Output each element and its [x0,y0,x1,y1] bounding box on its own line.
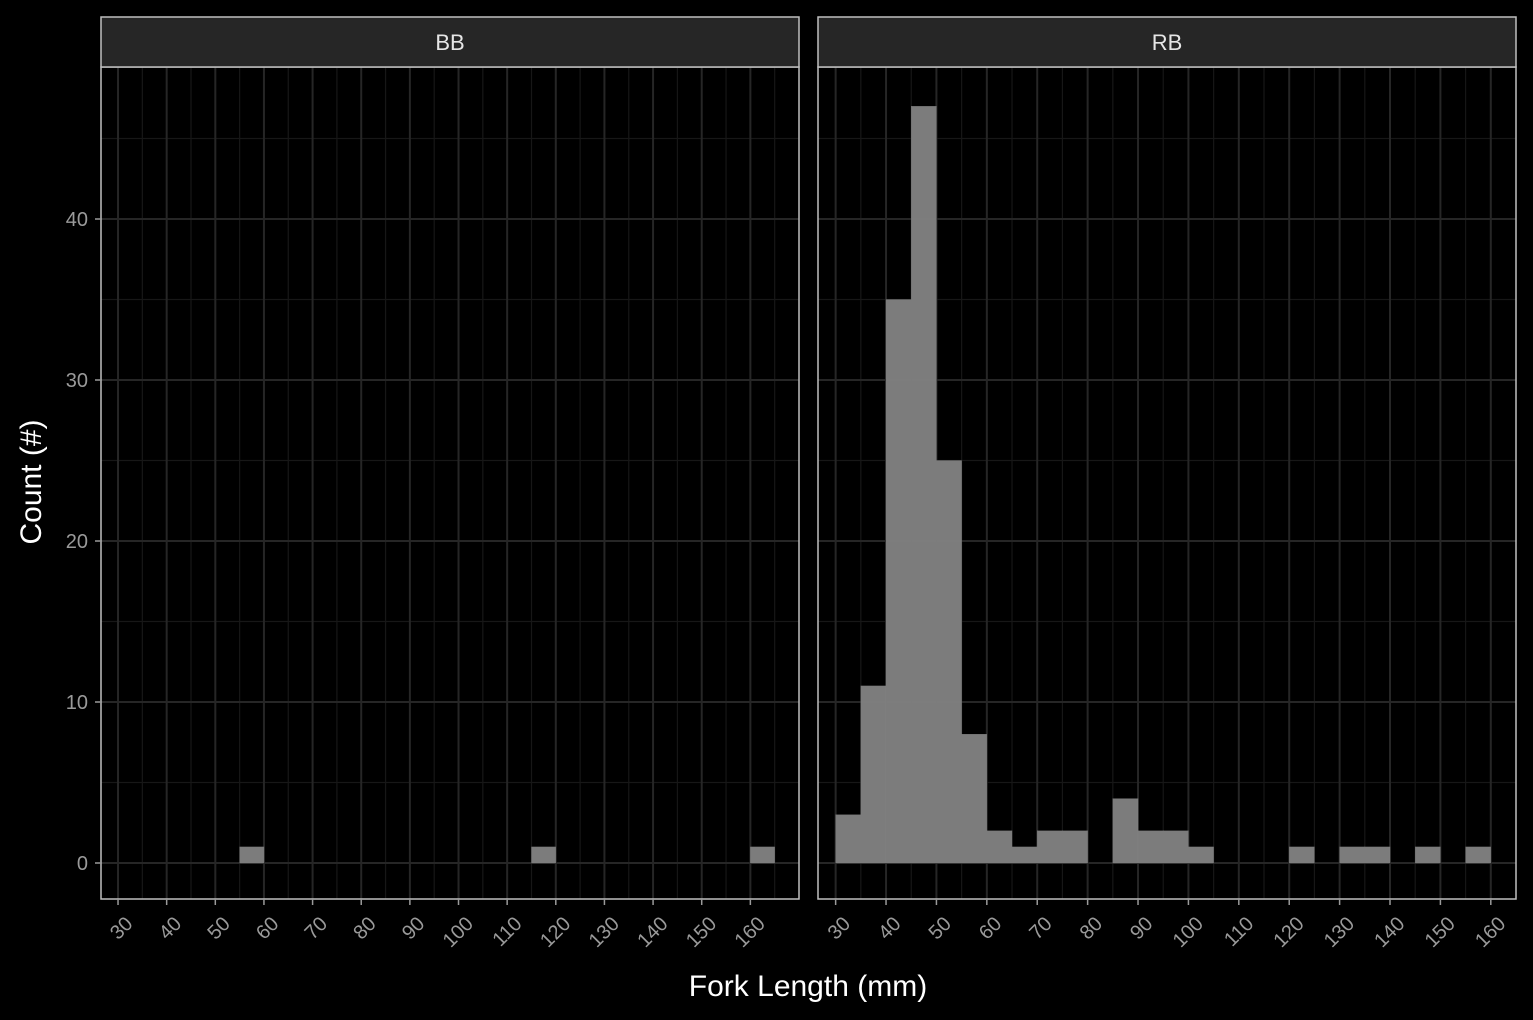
y-tick-label: 30 [66,370,88,392]
histogram-bar [1289,846,1315,864]
histogram-bar [531,846,556,864]
histogram-bar [936,460,962,864]
histogram-bar [1415,846,1441,864]
facet-strip [817,16,1517,68]
y-tick-label: 20 [66,531,88,553]
histogram-bar [911,106,937,864]
histogram-bar [1163,830,1189,864]
y-axis-title: Count (#) [15,419,48,544]
histogram-bar [1037,830,1063,864]
histogram-bar [1188,846,1214,864]
x-axis-title: Fork Length (mm) [689,970,927,1003]
histogram-bar [1112,798,1139,864]
histogram-bar [986,830,1013,864]
histogram-bar [750,846,775,864]
histogram-bar [1011,846,1038,864]
histogram-bar [1465,846,1491,864]
facet-strip [100,16,800,68]
y-axis: 0 10 20 30 40 [66,209,101,875]
y-tick-label: 0 [77,853,88,875]
histogram-bar [1339,846,1365,864]
facet-strip-label: RB [1152,30,1183,55]
panel-background [101,67,799,899]
y-tick-label: 40 [66,209,88,231]
facet-strip-label: BB [435,30,464,55]
histogram-bar [885,299,912,864]
histogram-bar [1062,830,1088,864]
histogram-bar [961,734,987,864]
histogram-bar [1137,830,1164,864]
histogram-bar [239,846,265,864]
histogram-bar [1364,846,1391,864]
histogram-bar [835,814,861,864]
histogram-bar [860,685,887,864]
y-tick-label: 10 [66,692,88,714]
